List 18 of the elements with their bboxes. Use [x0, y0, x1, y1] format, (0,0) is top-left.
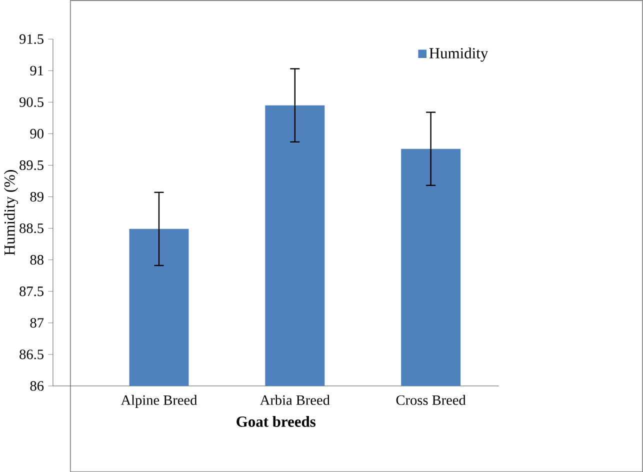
y-tick-label: 91.5	[20, 34, 44, 44]
y-tick-label: 88.5	[20, 223, 44, 233]
y-tick-label: 88	[30, 254, 44, 264]
y-tick-label: 89	[30, 192, 44, 202]
x-axis-title: Goat breeds	[236, 416, 316, 427]
y-tick-label: 90.5	[20, 97, 44, 107]
x-tick-label: Cross Breed	[396, 394, 466, 405]
y-tick-label: 86.5	[20, 349, 44, 360]
y-tick-label: 86	[30, 380, 44, 391]
x-tick-label: Arbia Breed	[260, 394, 330, 405]
y-axis-title: Humidity (%)	[4, 170, 18, 256]
x-tick-label: Alpine Breed	[120, 394, 198, 408]
y-tick-label: 87	[30, 318, 44, 328]
y-tick-label: 87.5	[20, 286, 44, 296]
legend-label: Humidity	[429, 47, 488, 62]
y-tick-label: 90	[30, 128, 44, 138]
y-tick-label: 89.5	[20, 160, 44, 170]
y-tick-label: 91	[30, 66, 44, 76]
